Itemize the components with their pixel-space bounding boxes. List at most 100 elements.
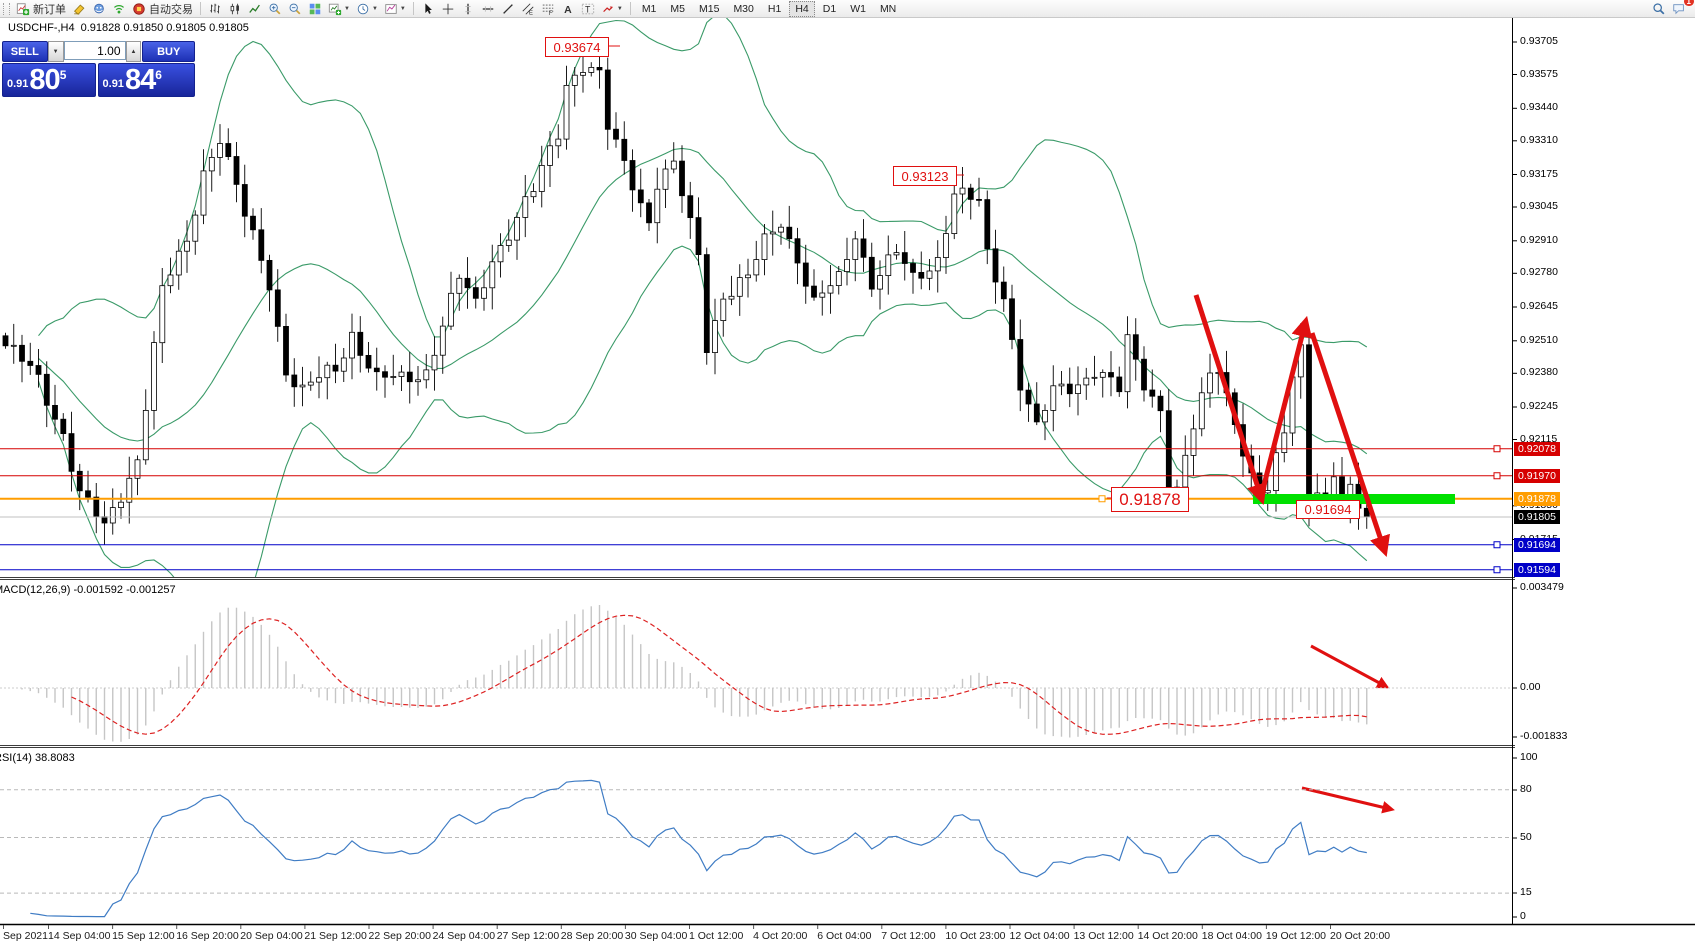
zoom-out-icon[interactable] xyxy=(285,1,305,17)
time-axis-label: 20 Sep 04:00 xyxy=(240,930,303,942)
text-icon[interactable]: A xyxy=(558,1,578,17)
search-icon[interactable] xyxy=(1649,1,1669,17)
timeframe-h1[interactable]: H1 xyxy=(767,2,782,15)
hline-icon[interactable] xyxy=(478,1,498,17)
fibonacci-icon: F xyxy=(542,4,554,16)
timeframe-mn[interactable]: MN xyxy=(879,2,897,15)
macd-signal-line xyxy=(71,614,1367,735)
trendline-icon[interactable] xyxy=(498,1,518,17)
volume-decrease-button[interactable]: ▼ xyxy=(47,41,64,62)
bar-chart-icon xyxy=(210,3,220,13)
new-chart-icon[interactable]: ▼ xyxy=(325,1,353,17)
timeframe-m30[interactable]: M30 xyxy=(733,2,754,15)
sell-button[interactable]: SELL xyxy=(2,41,48,62)
highlight-icon xyxy=(73,3,85,15)
rsi-axis-label: 15 xyxy=(1520,886,1532,898)
time-axis-label: 13 Oct 12:00 xyxy=(1073,930,1134,942)
zoom-in-icon[interactable] xyxy=(265,1,285,17)
time-axis-label: 21 Sep 12:00 xyxy=(304,930,367,942)
price-annotation-0.91878[interactable]: 0.91878 xyxy=(1111,487,1189,512)
time-axis-label: 19 Oct 12:00 xyxy=(1265,930,1327,942)
dropdown-caret-icon[interactable]: ▼ xyxy=(399,5,406,12)
trend-arrow[interactable] xyxy=(1301,786,1395,814)
price-annotation-0.93674[interactable]: 0.93674 xyxy=(545,37,609,57)
time-axis-label: 4 Oct 20:00 xyxy=(753,930,808,942)
vline-icon[interactable] xyxy=(458,1,478,17)
arrows-icon[interactable]: ▼ xyxy=(598,1,626,17)
timeframe-m15[interactable]: M15 xyxy=(699,2,720,15)
community-icon[interactable] xyxy=(89,1,109,17)
zoom-out-icon xyxy=(289,3,301,14)
sell-price-display[interactable]: 0.91 80 5 xyxy=(2,63,96,97)
price-axis-label: 0.92910 xyxy=(1520,233,1558,246)
signals-icon[interactable] xyxy=(109,1,129,17)
price-axis-label: 0.92645 xyxy=(1520,300,1558,312)
hline-handle[interactable] xyxy=(1098,495,1106,503)
buy-price-prefix: 0.91 xyxy=(102,78,124,90)
new-order-icon[interactable]: 新订单 xyxy=(13,1,69,17)
trend-arrow[interactable] xyxy=(1193,294,1268,505)
crosshair-icon[interactable] xyxy=(438,1,458,17)
hline-handle[interactable] xyxy=(1493,566,1501,574)
price-axis-label: 0.92115 xyxy=(1520,432,1558,445)
hline-handle[interactable] xyxy=(1493,445,1501,453)
tile-windows-icon[interactable] xyxy=(305,1,325,17)
candlestick-icon xyxy=(230,3,239,14)
volume-increase-button[interactable]: ▲ xyxy=(125,41,142,62)
price-annotation-0.93123[interactable]: 0.93123 xyxy=(893,166,957,186)
timeframe-w1[interactable]: W1 xyxy=(850,2,866,15)
bollinger-bands xyxy=(37,17,1368,578)
periods-icon[interactable]: ▼ xyxy=(353,1,381,17)
rsi-indicator-label: RSI(14) 38.8083 xyxy=(0,752,75,764)
macd-axis-label: 0.003479 xyxy=(1520,581,1564,593)
line-chart-icon[interactable] xyxy=(245,1,265,17)
time-axis-label: 14 Oct 20:00 xyxy=(1137,930,1198,942)
rsi-axis-label: 50 xyxy=(1520,831,1532,843)
highlight-icon[interactable] xyxy=(69,1,89,17)
timeframe-m5[interactable]: M5 xyxy=(670,2,685,15)
time-axis-label: 22 Sep 20:00 xyxy=(368,930,431,942)
cursor-icon[interactable] xyxy=(418,1,438,17)
label-icon[interactable]: T xyxy=(578,1,598,17)
volume-input[interactable] xyxy=(63,41,126,60)
hline-handle[interactable] xyxy=(1493,541,1501,549)
fibonacci-icon[interactable]: F xyxy=(538,1,558,17)
timeframe-m1[interactable]: M1 xyxy=(641,2,657,15)
dropdown-caret-icon[interactable]: ▼ xyxy=(344,5,350,12)
timeframe-d1[interactable]: D1 xyxy=(822,2,837,15)
buy-button[interactable]: BUY xyxy=(142,41,195,62)
dropdown-caret-icon[interactable]: ▼ xyxy=(616,5,623,12)
text-icon: A xyxy=(564,3,572,15)
price-axis-label: 0.92510 xyxy=(1520,333,1558,346)
timeframe-h4[interactable]: H4 xyxy=(789,0,815,17)
macd-indicator-label: MACD(12,26,9) -0.001592 -0.001257 xyxy=(0,584,176,596)
bar-chart-icon[interactable] xyxy=(205,1,225,17)
time-axis-label: 7 Oct 12:00 xyxy=(881,930,936,942)
channel-icon[interactable]: E xyxy=(518,1,538,17)
svg-text:E: E xyxy=(529,9,533,15)
price-annotation-0.91694[interactable]: 0.91694 xyxy=(1296,500,1360,519)
dropdown-caret-icon[interactable]: ▼ xyxy=(371,5,378,12)
autotrading-icon[interactable]: 自动交易 xyxy=(129,1,196,17)
trend-arrow[interactable] xyxy=(1258,315,1313,498)
support-zone-rectangle[interactable] xyxy=(1253,494,1455,504)
trend-arrow[interactable] xyxy=(1309,332,1390,557)
svg-text:F: F xyxy=(549,10,553,16)
buy-price-display[interactable]: 0.91 84 6 xyxy=(97,63,195,97)
price-axis-label: 0.93045 xyxy=(1520,200,1558,212)
trend-arrow[interactable] xyxy=(1310,644,1390,689)
rsi-axis-label: 100 xyxy=(1520,751,1538,763)
chat-icon[interactable]: 1 xyxy=(1669,0,1694,17)
hline-icon xyxy=(482,5,494,12)
autotrading-label: 自动交易 xyxy=(149,3,193,16)
time-axis-label: 28 Sep 20:00 xyxy=(560,930,624,942)
candlestick-icon[interactable] xyxy=(225,1,245,17)
price-badge-0.91970: 0.91970 xyxy=(1514,468,1560,483)
hline-handle[interactable] xyxy=(1493,472,1501,480)
crosshair-icon xyxy=(442,3,454,14)
trendline-icon xyxy=(503,3,513,14)
one-click-trading-panel: SELL ▼ ▲ BUY 0.91 80 5 0.91 84 6 xyxy=(2,41,195,97)
templates-icon[interactable]: ▼ xyxy=(381,1,409,17)
time-axis-label: 6 Oct 04:00 xyxy=(817,930,872,942)
